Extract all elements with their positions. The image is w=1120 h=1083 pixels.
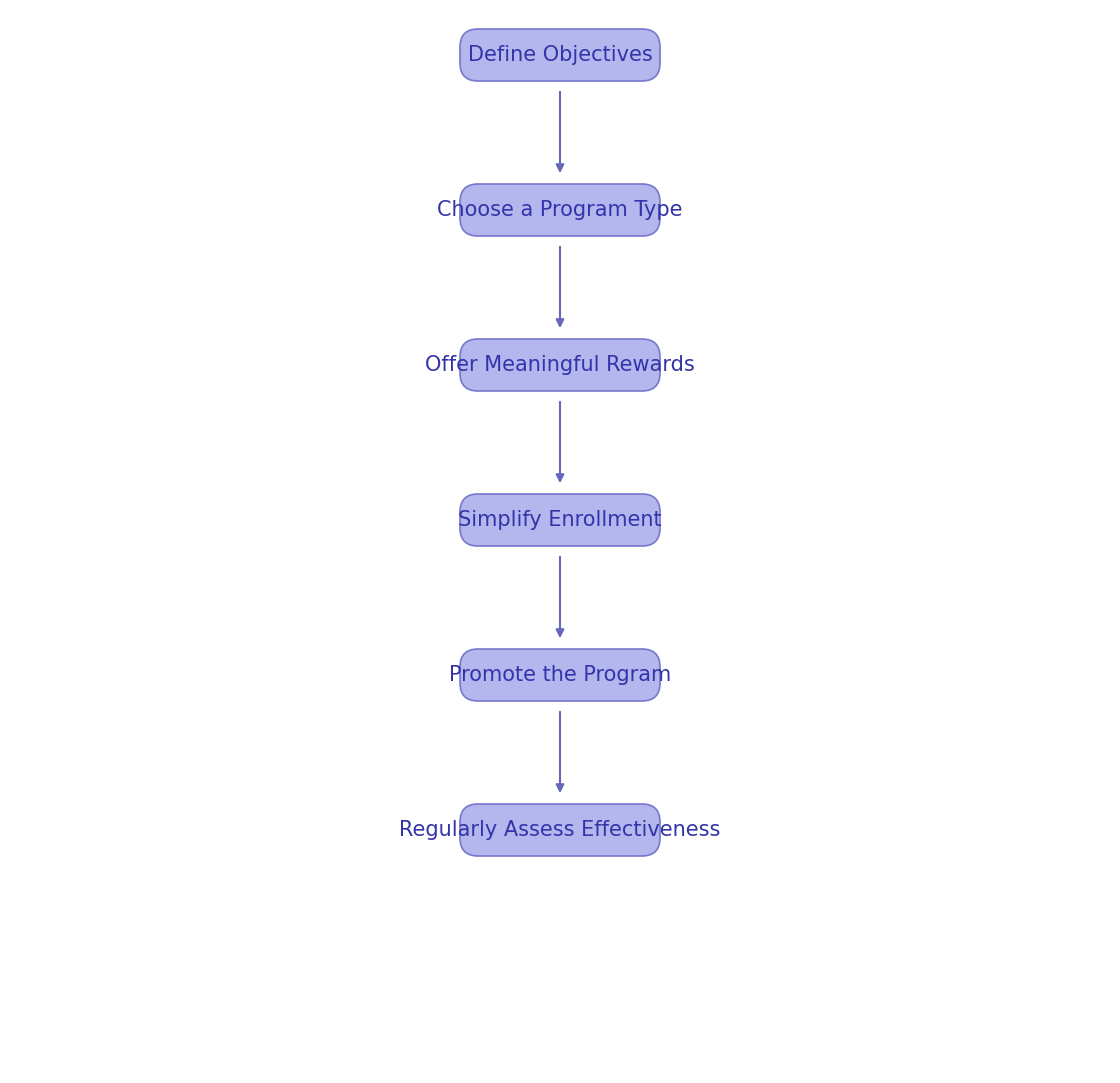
Text: Choose a Program Type: Choose a Program Type [437, 200, 683, 220]
Text: Simplify Enrollment: Simplify Enrollment [458, 510, 662, 530]
FancyBboxPatch shape [460, 649, 660, 701]
FancyBboxPatch shape [460, 184, 660, 236]
FancyBboxPatch shape [460, 29, 660, 81]
FancyBboxPatch shape [460, 494, 660, 546]
FancyBboxPatch shape [460, 804, 660, 856]
Text: Promote the Program: Promote the Program [449, 665, 671, 686]
Text: Offer Meaningful Rewards: Offer Meaningful Rewards [426, 355, 694, 375]
Text: Regularly Assess Effectiveness: Regularly Assess Effectiveness [400, 820, 720, 840]
FancyBboxPatch shape [460, 339, 660, 391]
Text: Define Objectives: Define Objectives [468, 45, 652, 65]
